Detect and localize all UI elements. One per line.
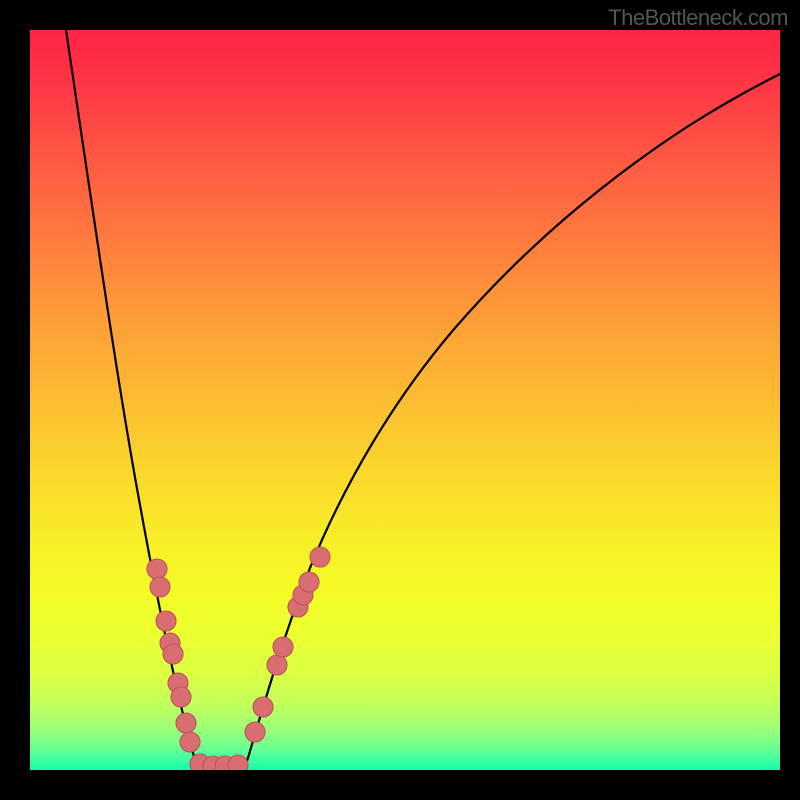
bottleneck-chart: [0, 0, 800, 800]
watermark-text: TheBottleneck.com: [608, 5, 788, 31]
